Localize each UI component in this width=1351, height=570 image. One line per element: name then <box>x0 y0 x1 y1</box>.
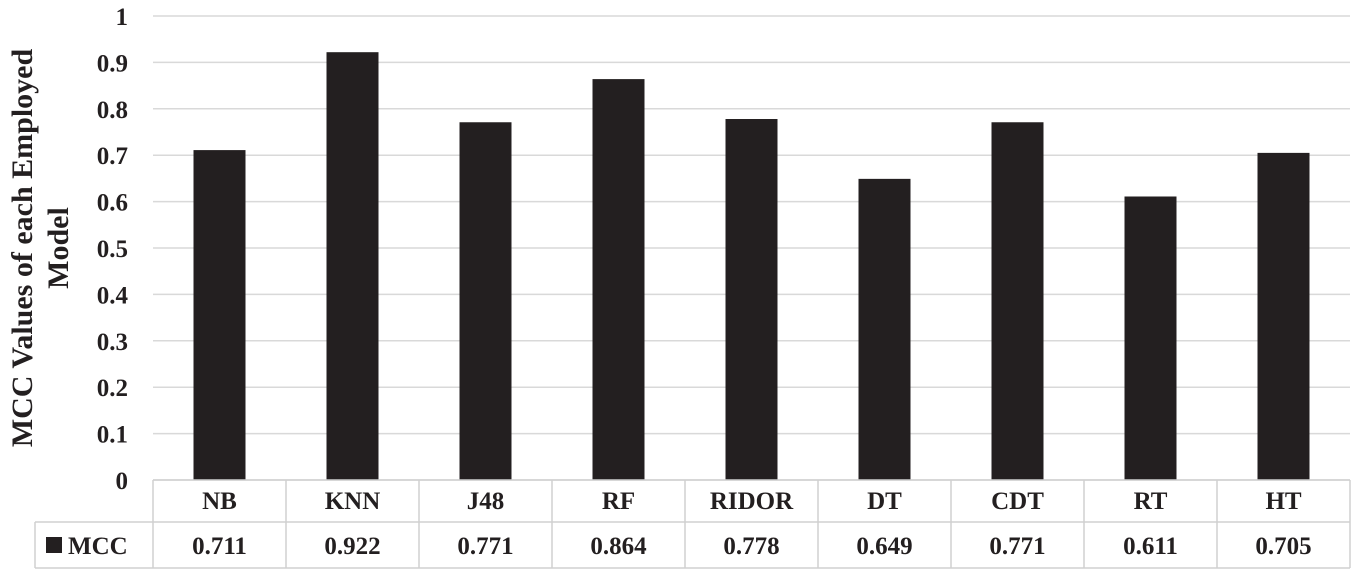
y-tick-label: 0.3 <box>97 329 128 356</box>
data-value-label: 0.771 <box>457 533 513 560</box>
category-label: NB <box>202 488 237 515</box>
y-tick-label: 0.6 <box>97 190 128 217</box>
bar-ht <box>1257 152 1310 480</box>
bars <box>193 52 1310 481</box>
y-tick-label: 0.1 <box>97 422 128 449</box>
data-value-label: 0.922 <box>324 533 380 560</box>
category-label: RT <box>1134 488 1168 515</box>
y-tick-label: 0.9 <box>97 50 128 77</box>
data-value-label: 0.778 <box>723 533 779 560</box>
bar-rt <box>1124 196 1177 480</box>
bar-j48 <box>459 122 512 481</box>
bar-knn <box>326 52 379 480</box>
bar-dt <box>858 178 911 480</box>
bar-nb <box>193 150 246 480</box>
data-value-label: 0.611 <box>1123 533 1178 560</box>
y-axis-label-line-2: Model <box>42 207 75 289</box>
legend-swatch <box>46 537 62 553</box>
bar-cdt <box>991 122 1044 481</box>
bar-ridor <box>725 119 778 481</box>
y-tick-labels: 0 0.1 0.2 0.3 0.4 0.5 0.6 0.7 0.8 0.9 1 <box>97 4 129 495</box>
y-tick-label: 0.7 <box>97 143 128 170</box>
legend-label: MCC <box>68 533 128 560</box>
category-label: CDT <box>991 488 1044 515</box>
data-value-label: 0.705 <box>1255 533 1311 560</box>
bar-rf <box>592 79 645 480</box>
y-tick-label: 0.5 <box>97 236 128 263</box>
data-value-label: 0.771 <box>989 533 1045 560</box>
y-tick-label: 0.2 <box>97 375 128 402</box>
y-tick-label: 0.4 <box>97 282 129 309</box>
category-label: RIDOR <box>710 488 794 515</box>
y-tick-label: 0.8 <box>97 97 128 124</box>
category-label: J48 <box>467 488 505 515</box>
y-axis-title: MCC Values of each Employed Model <box>6 49 75 448</box>
category-label: RF <box>602 488 635 515</box>
data-value-label: 0.649 <box>856 533 912 560</box>
category-label: HT <box>1265 488 1301 515</box>
y-tick-label: 1 <box>116 4 129 31</box>
data-value-label: 0.711 <box>192 533 247 560</box>
y-axis-label-line-1: MCC Values of each Employed <box>6 49 39 448</box>
data-table: NB 0.711 KNN 0.922 J48 0.771 RF 0.864 RIDOR 0.778… <box>34 479 1351 569</box>
category-label: KNN <box>325 488 381 515</box>
category-label: DT <box>867 488 902 515</box>
data-value-label: 0.864 <box>590 533 647 560</box>
y-tick-label: 0 <box>116 468 129 495</box>
